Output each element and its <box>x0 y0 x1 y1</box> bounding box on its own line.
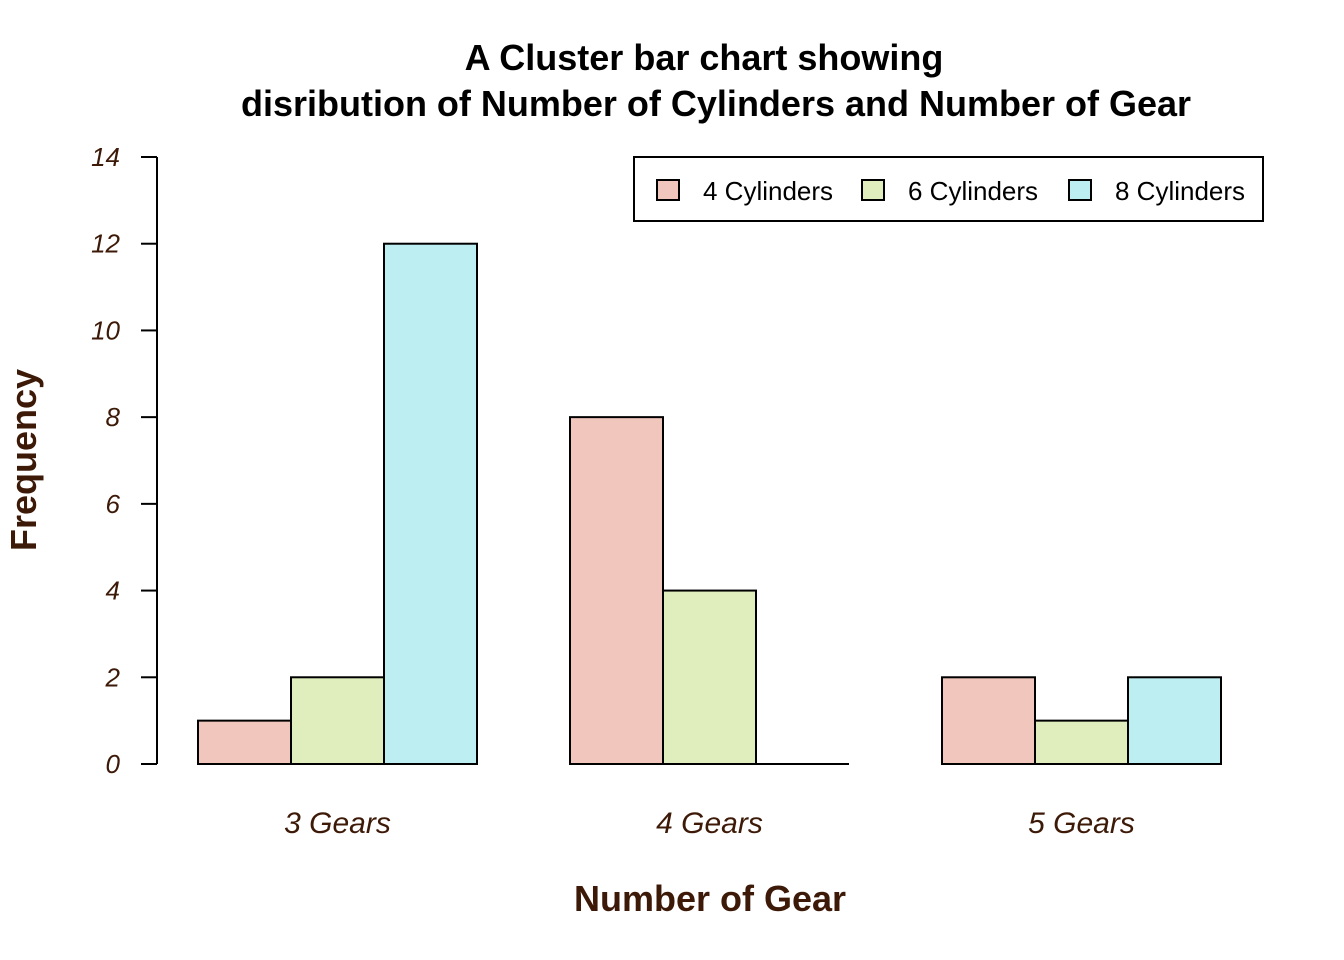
y-tick-label: 12 <box>91 229 120 259</box>
legend-items: 4 Cylinders 6 Cylinders 8 Cylinders <box>656 176 1245 206</box>
legend-label: 6 Cylinders <box>908 176 1038 206</box>
x-category-label: 3 Gears <box>284 807 391 840</box>
legend-swatch <box>1068 179 1092 201</box>
legend-label: 8 Cylinders <box>1115 176 1245 206</box>
bar-4-gears-4-cylinders <box>569 416 664 765</box>
bar-3-gears-4-cylinders <box>197 719 292 766</box>
y-tick-label: 0 <box>106 749 121 779</box>
legend-swatch <box>861 179 885 201</box>
legend-label: 4 Cylinders <box>703 176 833 206</box>
y-tick-label: 14 <box>91 142 120 172</box>
chart-title-line-2: disribution of Number of Cylinders and N… <box>241 83 1191 124</box>
x-axis-category-labels: 3 Gears 4 Gears 5 Gears <box>284 807 1135 840</box>
y-tick-label: 8 <box>106 402 121 432</box>
x-category-label: 5 Gears <box>1028 807 1135 840</box>
y-tick-label: 10 <box>91 315 120 345</box>
bar-5-gears-8-cylinders <box>1127 676 1222 765</box>
bars-group <box>197 242 1222 766</box>
legend-box <box>633 156 1264 222</box>
legend: 4 Cylinders 6 Cylinders 8 Cylinders <box>633 156 1264 222</box>
y-tick-label: 6 <box>106 489 121 519</box>
legend-swatch <box>656 179 680 201</box>
y-tick-label: 4 <box>106 576 120 606</box>
x-category-label: 4 Gears <box>656 807 763 840</box>
bar-5-gears-6-cylinders <box>1034 719 1129 766</box>
y-axis-ticks: 0 2 4 6 8 10 12 14 <box>91 142 157 779</box>
bar-3-gears-6-cylinders <box>290 676 385 765</box>
bar-3-gears-8-cylinders <box>383 242 478 765</box>
bar-4-gears-6-cylinders <box>662 589 757 765</box>
y-tick-label: 2 <box>105 662 121 692</box>
bar-5-gears-4-cylinders <box>941 676 1036 765</box>
chart-title-line-1: A Cluster bar chart showing <box>465 37 944 78</box>
y-axis-title: Frequency <box>3 369 44 551</box>
x-axis-title: Number of Gear <box>574 878 846 919</box>
